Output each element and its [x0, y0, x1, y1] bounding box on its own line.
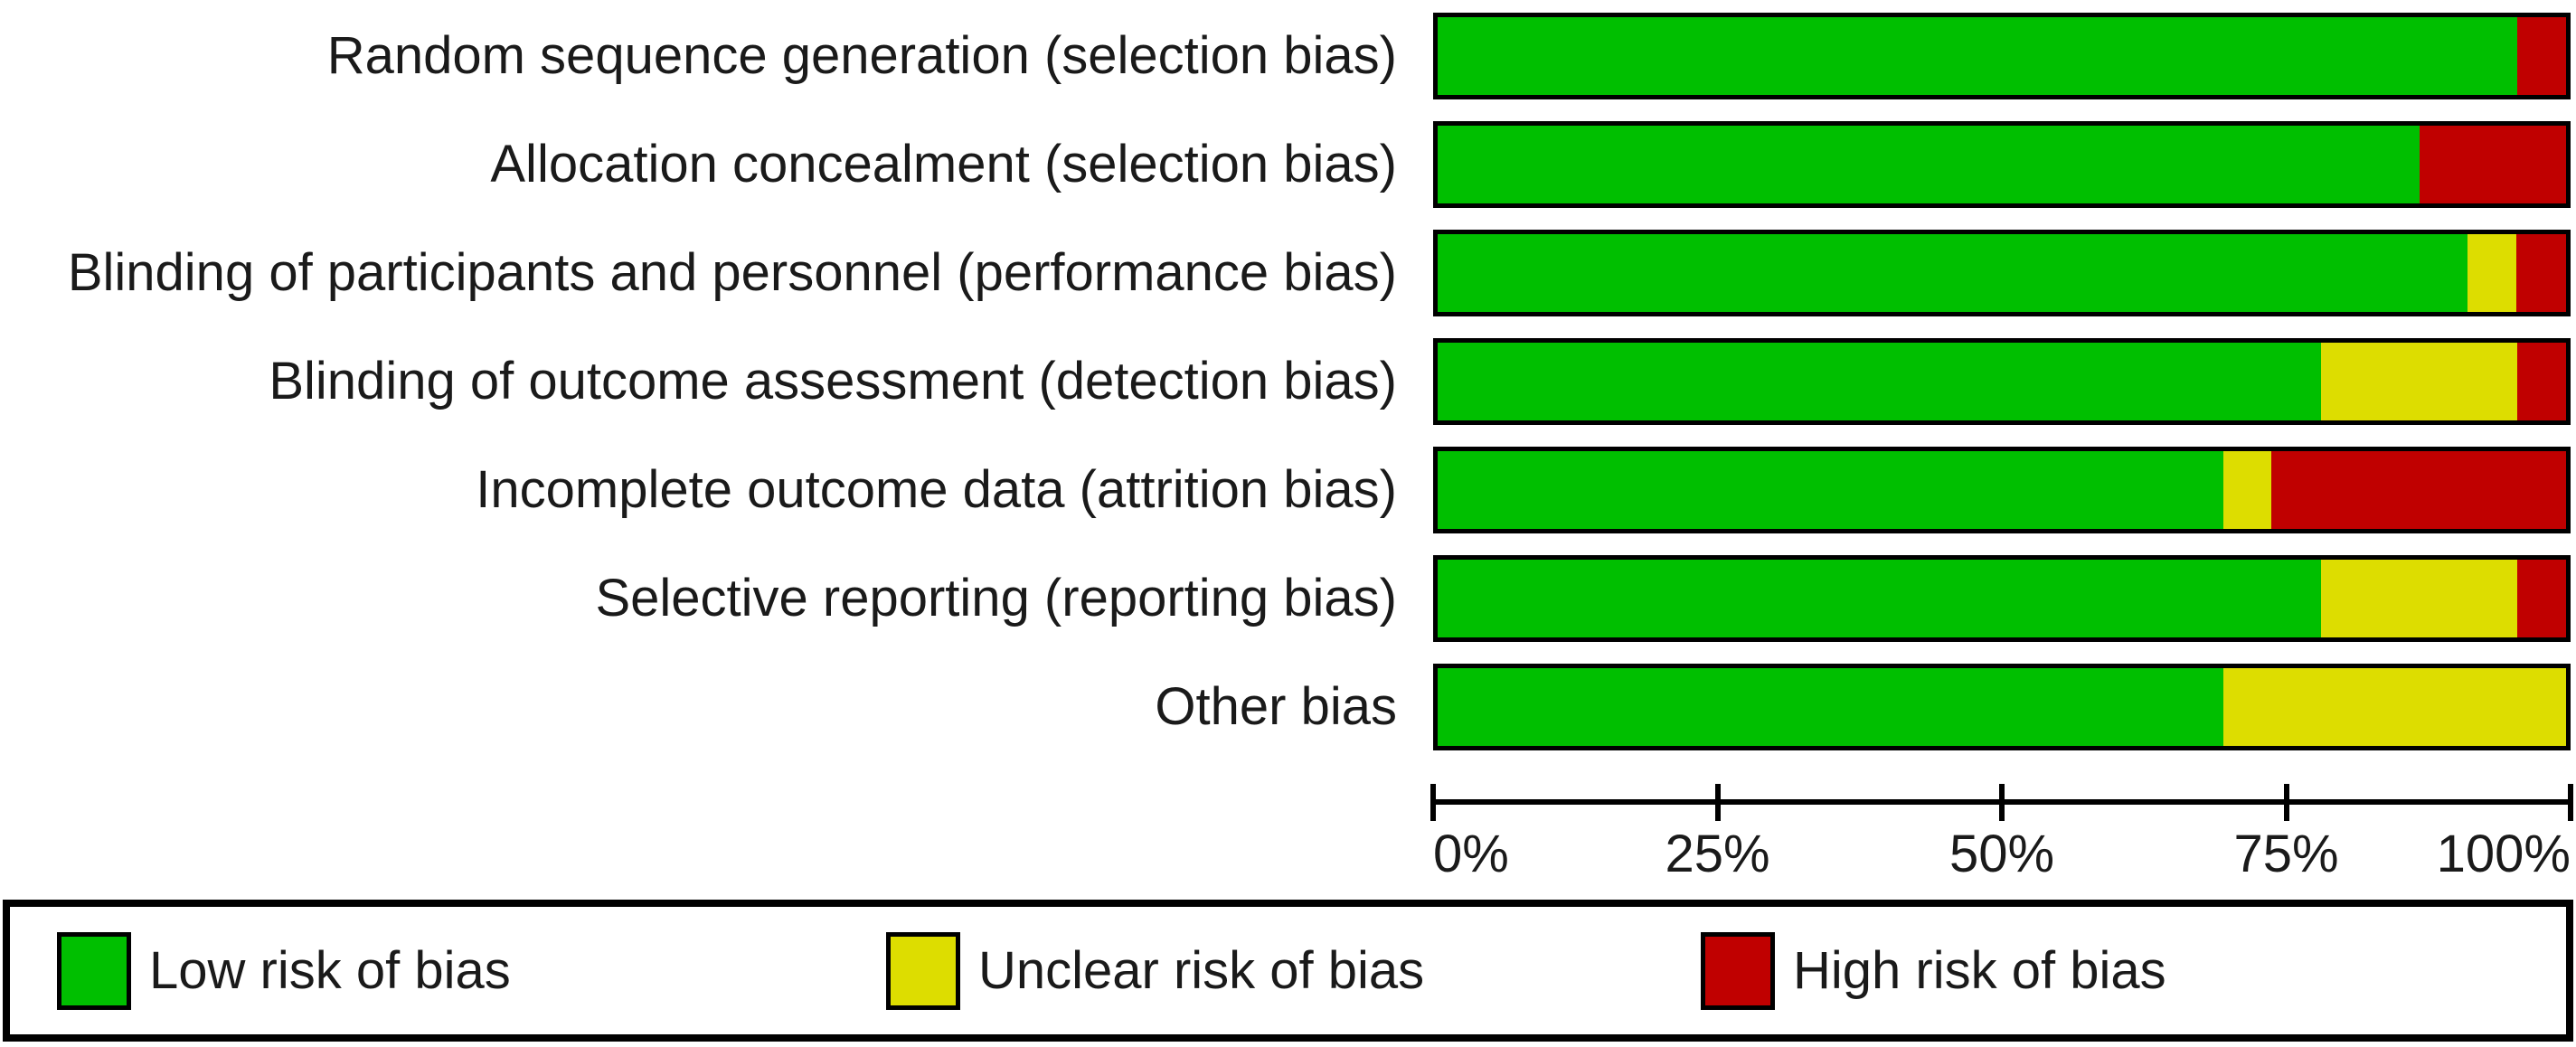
axis-tick — [1714, 784, 1721, 821]
stacked-bar — [1433, 555, 2571, 642]
category-label: Incomplete outcome data (attrition bias) — [476, 460, 1397, 519]
bar-row: Selective reporting (reporting bias) — [0, 544, 2576, 653]
axis-tick — [2283, 784, 2289, 821]
stacked-bar — [1433, 121, 2571, 208]
bar-segment-high-risk-of-bias — [2516, 234, 2566, 312]
category-label: Other bias — [1155, 677, 1397, 736]
legend-label: Unclear risk of bias — [978, 940, 1425, 1000]
category-label: Selective reporting (reporting bias) — [595, 569, 1397, 627]
axis-tick-label: 25% — [1665, 825, 1770, 883]
bar-rows: Random sequence generation (selection bi… — [0, 2, 2576, 761]
axis-tick-label: 0% — [1433, 825, 1509, 883]
category-label: Allocation concealment (selection bias) — [490, 135, 1397, 193]
legend-label: Low risk of bias — [149, 940, 511, 1000]
legend-swatch-low-risk-of-bias — [57, 931, 131, 1010]
bar-segment-low-risk-of-bias — [1438, 668, 2223, 746]
legend-label: High risk of bias — [1793, 940, 2166, 1000]
bar-row: Blinding of participants and personnel (… — [0, 219, 2576, 327]
bar-row: Blinding of outcome assessment (detectio… — [0, 327, 2576, 436]
percent-axis: 0% 25% 50% 75% 100% — [1430, 761, 2573, 900]
bar-segment-unclear-risk-of-bias — [2321, 560, 2518, 637]
legend-item-high-risk-of-bias: High risk of bias — [1701, 931, 2166, 1010]
bar-segment-low-risk-of-bias — [1438, 560, 2322, 637]
axis-tick-label: 100% — [2436, 825, 2571, 883]
axis-tick — [1430, 784, 1436, 821]
category-label: Blinding of participants and personnel (… — [67, 243, 1397, 302]
bar-segment-low-risk-of-bias — [1438, 234, 2468, 312]
bar-row: Allocation concealment (selection bias) — [0, 110, 2576, 219]
bar-row: Random sequence generation (selection bi… — [0, 2, 2576, 110]
stacked-bar — [1433, 230, 2571, 316]
bar-segment-high-risk-of-bias — [2517, 17, 2566, 95]
legend-item-unclear-risk-of-bias: Unclear risk of bias — [886, 931, 1425, 1010]
axis-tick — [2568, 784, 2573, 821]
legend-swatch-high-risk-of-bias — [1701, 931, 1775, 1010]
bar-segment-low-risk-of-bias — [1438, 126, 2420, 203]
bar-row: Other bias — [0, 653, 2576, 761]
category-label: Random sequence generation (selection bi… — [326, 26, 1397, 85]
axis-tick-label: 50% — [1949, 825, 2055, 883]
bar-segment-unclear-risk-of-bias — [2222, 451, 2272, 529]
bar-segment-unclear-risk-of-bias — [2467, 234, 2517, 312]
category-label: Blinding of outcome assessment (detectio… — [269, 352, 1397, 410]
legend-swatch-unclear-risk-of-bias — [886, 931, 960, 1010]
bar-segment-high-risk-of-bias — [2517, 560, 2566, 637]
axis-tick-label: 75% — [2233, 825, 2339, 883]
bar-segment-high-risk-of-bias — [2419, 126, 2566, 203]
bar-row: Incomplete outcome data (attrition bias) — [0, 436, 2576, 544]
bar-segment-low-risk-of-bias — [1438, 343, 2322, 420]
stacked-bar — [1433, 338, 2571, 425]
stacked-bar — [1433, 13, 2571, 99]
legend-item-low-risk-of-bias: Low risk of bias — [57, 931, 511, 1010]
axis-tick — [1999, 784, 2005, 821]
stacked-bar — [1433, 664, 2571, 750]
stacked-bar — [1433, 447, 2571, 533]
bar-segment-unclear-risk-of-bias — [2321, 343, 2518, 420]
bar-segment-low-risk-of-bias — [1438, 451, 2223, 529]
bar-segment-high-risk-of-bias — [2517, 343, 2566, 420]
bar-segment-low-risk-of-bias — [1438, 17, 2518, 95]
bar-segment-unclear-risk-of-bias — [2222, 668, 2566, 746]
bar-segment-high-risk-of-bias — [2271, 451, 2566, 529]
legend-box: Low risk of bias Unclear risk of bias High… — [3, 900, 2573, 1042]
